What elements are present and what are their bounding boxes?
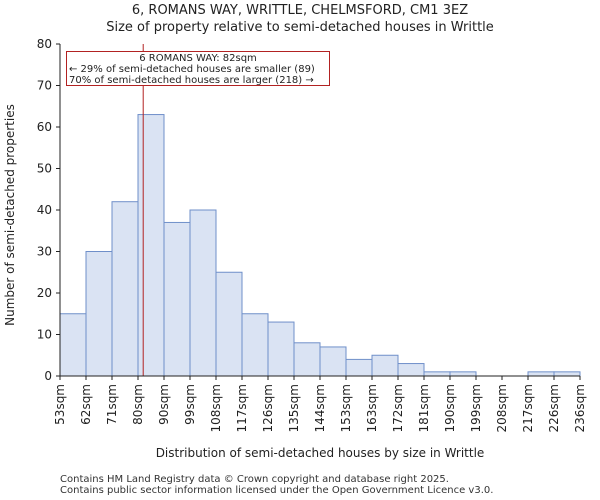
y-ticks: 0 10 20 30 40 50 60 70 80 — [37, 37, 60, 383]
y-tick-label: 10 — [37, 328, 52, 342]
bar-126sqm — [267, 321, 295, 377]
bar-117sqm — [241, 313, 269, 377]
x-tick-label: 99sqm — [183, 384, 197, 425]
x-tick-label: 53sqm — [53, 384, 67, 425]
x-axis-label: Distribution of semi-detached houses by … — [156, 446, 485, 460]
bar-172sqm — [397, 363, 425, 377]
x-tick-label: 153sqm — [339, 384, 353, 432]
x-tick-label: 208sqm — [495, 384, 509, 432]
bar-217sqm — [527, 371, 555, 377]
bar-99sqm — [189, 209, 217, 377]
bars-group — [59, 114, 581, 377]
x-tick-label: 126sqm — [261, 384, 275, 432]
x-tick-label: 190sqm — [443, 384, 457, 432]
chart-title: 6, ROMANS WAY, WRITTLE, CHELMSFORD, CM1 … — [131, 3, 469, 18]
x-tick-label: 71sqm — [105, 384, 119, 425]
y-tick-label: 30 — [37, 245, 52, 259]
chart-subtitle: Size of property relative to semi-detach… — [106, 20, 494, 35]
x-tick-label: 108sqm — [209, 384, 223, 432]
y-tick-label: 60 — [37, 120, 52, 134]
y-tick-label: 80 — [37, 37, 52, 51]
footer-line-1: Contains HM Land Registry data © Crown c… — [60, 474, 449, 485]
x-tick-label: 80sqm — [131, 384, 145, 425]
y-tick-label: 70 — [37, 79, 52, 93]
x-tick-label: 217sqm — [521, 384, 535, 432]
x-tick-label: 181sqm — [417, 384, 431, 432]
histogram-chart: 0 10 20 30 40 50 60 70 80 53sqm 62sqm 71sqm 80sqm 90… — [3, 37, 587, 460]
annotation-line-2: ← 29% of semi-detached houses are smalle… — [69, 64, 315, 75]
y-tick-label: 20 — [37, 286, 52, 300]
x-tick-label: 163sqm — [365, 384, 379, 432]
bar-163sqm — [371, 354, 399, 377]
y-tick-label: 0 — [44, 369, 52, 383]
footer-line-2: Contains public sector information licen… — [60, 485, 494, 496]
y-axis-label: Number of semi-detached properties — [3, 104, 17, 326]
bar-226sqm — [553, 371, 581, 377]
x-ticks: 53sqm 62sqm 71sqm 80sqm 90sqm 99sqm 108sqm 117s… — [53, 376, 587, 432]
y-tick-label: 40 — [37, 203, 52, 217]
annotation-line-3: 70% of semi-detached houses are larger (… — [69, 75, 314, 86]
bar-153sqm — [345, 358, 373, 377]
bar-108sqm — [215, 271, 243, 377]
bar-53sqm — [59, 313, 87, 377]
bar-181sqm — [423, 371, 451, 377]
annotation-line-1: 6 ROMANS WAY: 82sqm — [139, 53, 257, 64]
x-tick-label: 226sqm — [547, 384, 561, 432]
bar-190sqm — [449, 371, 477, 377]
x-tick-label: 62sqm — [79, 384, 93, 425]
x-tick-label: 117sqm — [235, 384, 249, 432]
annotation-box: 6 ROMANS WAY: 82sqm ← 29% of semi-detach… — [66, 51, 330, 86]
y-tick-label: 50 — [37, 162, 52, 176]
x-tick-label: 144sqm — [313, 384, 327, 432]
x-tick-label: 135sqm — [287, 384, 301, 432]
bar-144sqm — [319, 346, 347, 377]
bar-71sqm — [111, 201, 139, 377]
bar-135sqm — [293, 342, 321, 377]
bar-62sqm — [85, 251, 113, 377]
x-tick-label: 199sqm — [469, 384, 483, 432]
x-tick-label: 172sqm — [391, 384, 405, 432]
x-tick-label: 236sqm — [573, 384, 587, 432]
bar-90sqm — [163, 221, 191, 377]
x-tick-label: 90sqm — [157, 384, 171, 425]
bar-80sqm — [137, 114, 165, 377]
